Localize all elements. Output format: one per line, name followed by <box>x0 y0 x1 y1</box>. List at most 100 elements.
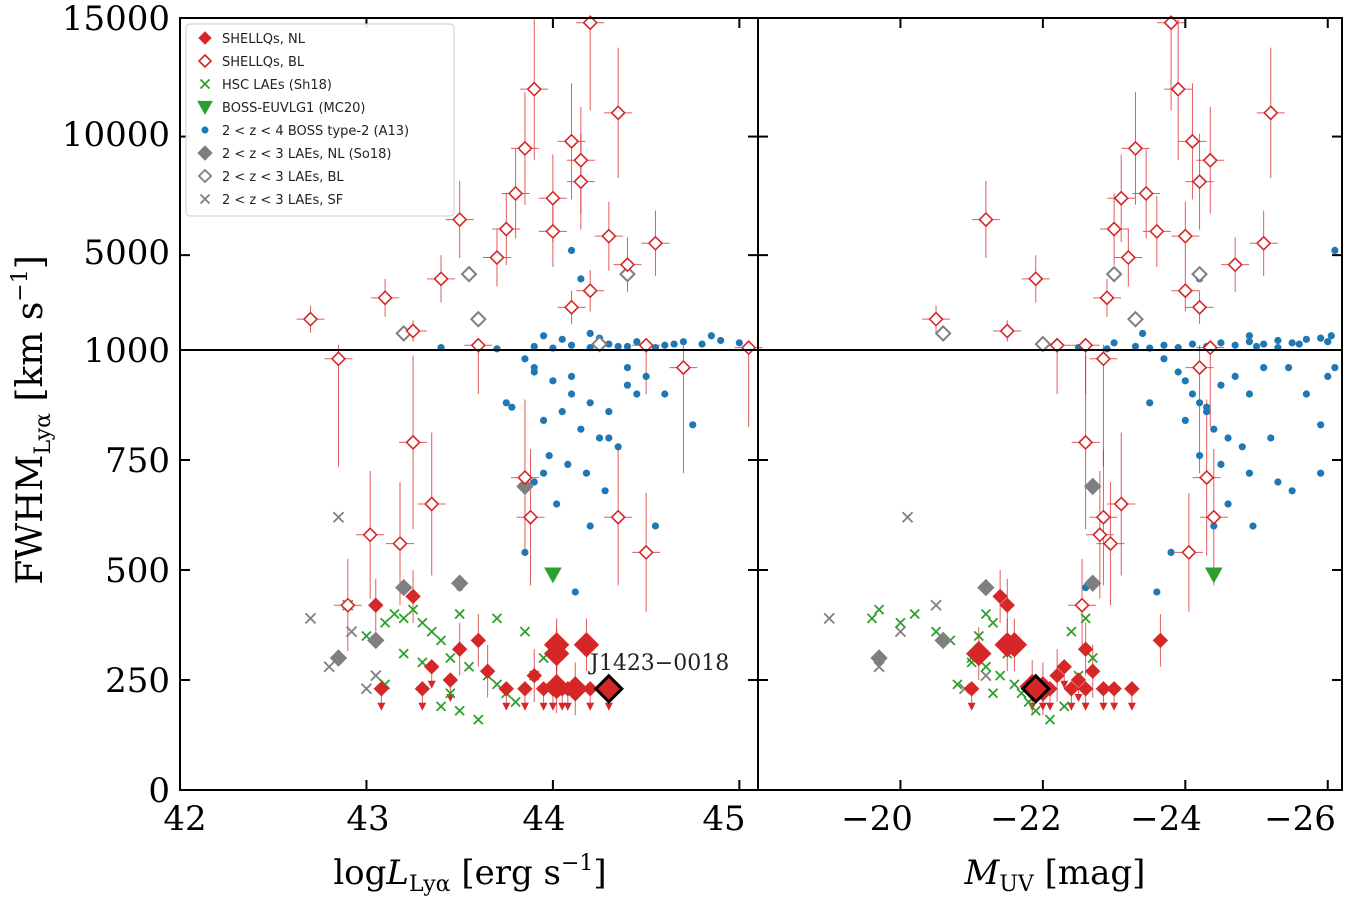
shellqs-nl-upperlimit <box>558 702 567 711</box>
boss-type2-point <box>1245 332 1254 340</box>
boss-type2-point <box>661 390 669 398</box>
boss-type2-point <box>1110 339 1118 347</box>
x-tick-label: 42 <box>163 799 206 839</box>
shellqs-nl-point <box>442 672 459 688</box>
y-axis-label: FWHMLyα [km s−1] <box>8 255 56 585</box>
shellqs-nl-upperlimit <box>1127 702 1136 711</box>
shellqs-bl-point <box>1149 223 1165 240</box>
hsc-lae-point <box>973 630 984 642</box>
boss-type2-point <box>530 478 538 486</box>
shellqs-nl-upperlimit <box>520 702 529 711</box>
boss-type2-point <box>1203 403 1211 411</box>
so18-bl-point <box>934 324 952 342</box>
shellqs-bl-point <box>1263 105 1279 121</box>
legend-label: SHELLQs, NL <box>222 32 306 47</box>
y-tick-label: 5000 <box>83 233 170 273</box>
shellqs-nl-point <box>1106 681 1122 697</box>
boss-type2-point <box>567 390 576 398</box>
shellqs-nl-upperlimit <box>1046 702 1054 711</box>
boss-type2-point <box>493 345 501 353</box>
boss-type2-point <box>1245 338 1254 346</box>
shellqs-nl-point <box>1077 641 1094 657</box>
y-tick-label: 0 <box>148 771 170 811</box>
shellqs-nl-point <box>999 597 1015 613</box>
shellqs-bl-point <box>1074 597 1090 613</box>
shellqs-bl-point <box>1113 496 1129 512</box>
hsc-lae-point <box>510 696 521 708</box>
boss-type2-point <box>670 340 678 348</box>
shellqs-bl-point <box>1095 509 1112 525</box>
boss-type2-point <box>545 452 553 460</box>
hsc-lae-point <box>491 613 503 624</box>
boss-type2-point <box>1217 381 1225 389</box>
boss-type2-point <box>586 329 594 337</box>
shellqs-bl-point <box>928 311 944 327</box>
so18-bl-point <box>1105 265 1123 283</box>
boss-type2-point <box>558 408 566 416</box>
x-tick-label: 44 <box>522 799 565 839</box>
boss-type2-point <box>1195 399 1204 407</box>
so18-sf-point <box>360 683 373 695</box>
shellqs-nl-point <box>1152 632 1169 649</box>
boss-type2-point <box>1217 339 1225 347</box>
hsc-lae-point <box>454 608 465 620</box>
shellqs-bl-point <box>1177 228 1193 244</box>
x-axis-label-right: MUV [mag] <box>964 853 1146 897</box>
legend-label: 2 < z < 4 BOSS type-2 (A13) <box>222 124 409 139</box>
so18-bl-point <box>591 335 608 353</box>
hsc-lae-point <box>980 661 992 672</box>
shellqs-nl-point <box>562 676 588 702</box>
right-panel-frame <box>757 17 1343 791</box>
boss-type2-point <box>1274 478 1282 486</box>
shellqs-bl-point <box>405 323 421 339</box>
shellqs-nl-point <box>966 640 992 667</box>
shellqs-bl-point <box>999 323 1015 339</box>
boss-type2-point <box>1260 364 1268 372</box>
hsc-lae-point <box>435 635 447 646</box>
boss-type2-point <box>1174 368 1182 376</box>
boss-type2-point <box>1267 434 1275 442</box>
so18-nl-point <box>1084 477 1102 496</box>
boss-euvlg1-point <box>1204 567 1223 584</box>
boss-type2-point <box>530 364 538 372</box>
shellqs-bl-point <box>1206 509 1222 525</box>
shellqs-bl-point <box>1177 283 1193 299</box>
legend-marker <box>199 78 211 90</box>
boss-type2-point <box>623 381 632 389</box>
boss-type2-point <box>1274 336 1282 345</box>
shellqs-nl-point <box>424 659 440 675</box>
hsc-lae-point <box>895 617 906 628</box>
legend-label: 2 < z < 3 LAEs, NL (So18) <box>222 147 392 162</box>
shellqs-bl-point <box>470 337 486 353</box>
boss-type2-point <box>605 340 613 348</box>
shellqs-bl-point <box>392 535 408 552</box>
shellqs-bl-point <box>302 311 319 327</box>
shellqs-bl-point <box>1256 235 1272 251</box>
boss-type2-point <box>1238 443 1246 451</box>
hsc-lae-point <box>980 608 992 620</box>
boss-type2-point <box>707 332 715 340</box>
shellqs-bl-point <box>489 249 505 266</box>
hsc-lae-point <box>987 617 999 628</box>
boss-type2-point <box>1249 522 1257 530</box>
shellqs-bl-point <box>741 339 757 356</box>
hsc-lae-point <box>995 670 1006 681</box>
shellqs-nl-upperlimit <box>1074 694 1083 702</box>
boss-type2-point <box>614 342 622 351</box>
shellqs-bl-point <box>517 469 533 486</box>
shellqs-nl-point <box>368 597 384 613</box>
shellqs-nl-point <box>1049 667 1065 684</box>
legend-label: 2 < z < 3 LAEs, BL <box>222 170 344 185</box>
shellqs-nl-upperlimit <box>1060 680 1069 689</box>
shellqs-nl-point <box>526 667 542 684</box>
so18-nl-point <box>977 578 995 597</box>
legend-marker <box>201 126 209 134</box>
boss-type2-point <box>530 342 538 351</box>
shellqs-bl-point <box>452 211 468 228</box>
shellqs-nl-point <box>543 673 570 700</box>
shellqs-bl-point <box>601 228 617 244</box>
boss-type2-point <box>1288 487 1296 495</box>
shellqs-bl-point <box>573 173 589 190</box>
shellqs-nl-upperlimit <box>1067 702 1076 711</box>
shellqs-nl-point <box>479 663 496 679</box>
